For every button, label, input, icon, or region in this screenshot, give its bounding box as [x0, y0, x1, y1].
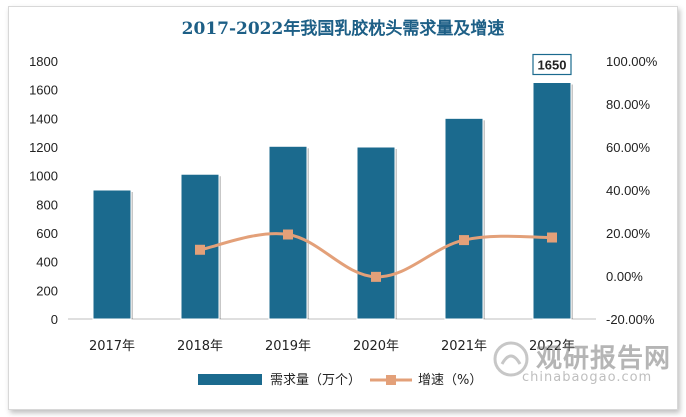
legend-swatch-marker — [386, 375, 396, 385]
left-tick-label: 400 — [36, 255, 58, 270]
bar — [92, 189, 132, 320]
bar — [356, 146, 396, 320]
annotation-box — [532, 53, 572, 76]
bar — [444, 117, 484, 320]
growth-marker — [371, 271, 381, 282]
category-label: 2018年 — [177, 339, 223, 354]
legend-label-line: 增速（%） — [418, 373, 482, 388]
right-tick-label: -20.00% — [606, 312, 655, 327]
category-label: 2017年 — [89, 339, 135, 354]
category-label: 2021年 — [441, 339, 487, 354]
left-tick-label: 0 — [51, 312, 58, 327]
right-tick-label: 40.00% — [606, 183, 651, 198]
left-tick-label: 800 — [36, 197, 58, 212]
right-tick-label: 60.00% — [606, 140, 651, 155]
category-label: 2019年 — [265, 339, 311, 354]
growth-marker — [283, 229, 293, 240]
bar — [532, 82, 572, 320]
left-tick-label: 1400 — [29, 111, 58, 126]
watermark-en: chinabaogao.com — [522, 370, 653, 385]
chart-title: 2017-2022年我国乳胶枕头需求量及增速 — [181, 19, 505, 39]
left-tick-label: 1600 — [29, 83, 58, 98]
annotation-label: 1650 — [538, 58, 567, 73]
category-label: 2022年 — [529, 339, 575, 354]
left-tick-label: 1000 — [29, 169, 58, 184]
growth-marker — [547, 232, 557, 243]
left-tick-label: 1800 — [29, 54, 58, 69]
left-tick-label: 1200 — [29, 140, 58, 155]
growth-marker — [459, 235, 469, 246]
legend-label-bar: 需求量（万个） — [270, 373, 361, 388]
growth-marker — [195, 244, 205, 255]
right-tick-label: 20.00% — [606, 226, 651, 241]
watermark: 观研报告网 chinabaogao.com — [484, 336, 674, 390]
left-tick-label: 200 — [36, 283, 58, 298]
legend-swatch-bar — [198, 374, 262, 385]
right-tick-label: 0.00% — [606, 269, 643, 284]
right-tick-label: 80.00% — [606, 97, 651, 112]
left-tick-label: 600 — [36, 226, 58, 241]
watermark-cn: 观研报告网 — [536, 344, 672, 374]
watermark-logo-icon — [493, 341, 529, 377]
right-tick-label: 100.00% — [606, 54, 658, 69]
category-label: 2020年 — [353, 339, 399, 354]
